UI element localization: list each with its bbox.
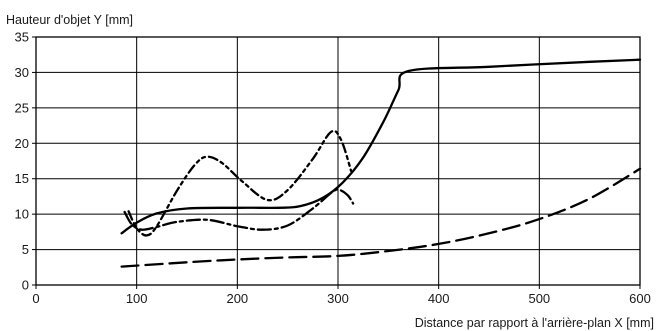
series-line-solid <box>120 58 642 235</box>
x-tick-labels: 0 100 200 300 400 500 600 <box>32 291 650 306</box>
y-tick-label-5: 5 <box>22 242 29 257</box>
series-line-dash-dot <box>123 188 355 231</box>
x-axis-label: Distance par rapport à l'arrière-plan X … <box>415 316 654 330</box>
x-tick-label-200: 200 <box>226 291 248 306</box>
y-tick-label-15: 15 <box>15 171 29 186</box>
y-tick-label-25: 25 <box>15 100 29 115</box>
x-tick-label-600: 600 <box>629 291 651 306</box>
y-tick-label-20: 20 <box>15 136 29 151</box>
x-tick-label-500: 500 <box>528 291 550 306</box>
x-tick-label-0: 0 <box>32 291 39 306</box>
series-line-long-dash <box>120 167 642 268</box>
x-tick-label-300: 300 <box>327 291 349 306</box>
series-line-dash-dot-dot <box>127 129 353 237</box>
y-tick-labels: 0 5 10 15 20 25 30 35 <box>15 30 29 293</box>
y-tick-label-35: 35 <box>15 30 29 45</box>
y-tick-label-0: 0 <box>22 278 29 293</box>
series-lines <box>120 58 642 268</box>
x-tick-label-400: 400 <box>428 291 450 306</box>
grid-lines <box>32 36 641 289</box>
plot-frame <box>35 36 641 286</box>
y-axis-label: Hauteur d'objet Y [mm] <box>6 13 133 27</box>
x-tick-label-100: 100 <box>126 291 148 306</box>
y-tick-label-10: 10 <box>15 207 29 222</box>
y-tick-label-30: 30 <box>15 65 29 80</box>
